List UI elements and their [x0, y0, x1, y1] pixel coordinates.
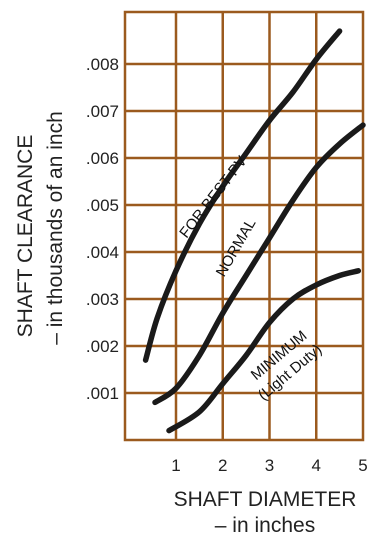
y-tick-label: .006 — [86, 149, 119, 168]
y-tick-label: .008 — [86, 55, 119, 74]
x-tick-label: 3 — [265, 456, 274, 475]
y-tick-label: .002 — [86, 337, 119, 356]
y-axis-label: SHAFT CLEARANCE — [14, 135, 37, 338]
x-axis-sublabel: – in inches — [215, 514, 315, 537]
x-tick-label: 5 — [358, 456, 367, 475]
plot-frame — [123, 10, 365, 442]
y-tick-label: .005 — [86, 196, 119, 215]
y-tick-label: .001 — [86, 384, 119, 403]
x-axis-label: SHAFT DIAMETER — [174, 488, 357, 511]
x-tick-label: 2 — [218, 456, 227, 475]
curve-minimum — [166, 268, 362, 434]
y-tick-label: .003 — [86, 290, 119, 309]
y-axis-sublabel: – in thousands of an inch — [44, 111, 67, 345]
x-tick-label: 1 — [171, 456, 180, 475]
y-tick-label: .007 — [86, 102, 119, 121]
x-tick-label: 4 — [312, 456, 321, 475]
y-tick-labels: .001 .002 .003 .004 .005 .006 .007 .008 — [86, 55, 119, 403]
y-tick-label: .004 — [86, 243, 119, 262]
curve-for-best-pv — [142, 28, 343, 363]
x-tick-labels: 1 2 3 4 5 — [171, 456, 367, 475]
curve-normal — [152, 122, 366, 406]
curves — [142, 28, 366, 434]
